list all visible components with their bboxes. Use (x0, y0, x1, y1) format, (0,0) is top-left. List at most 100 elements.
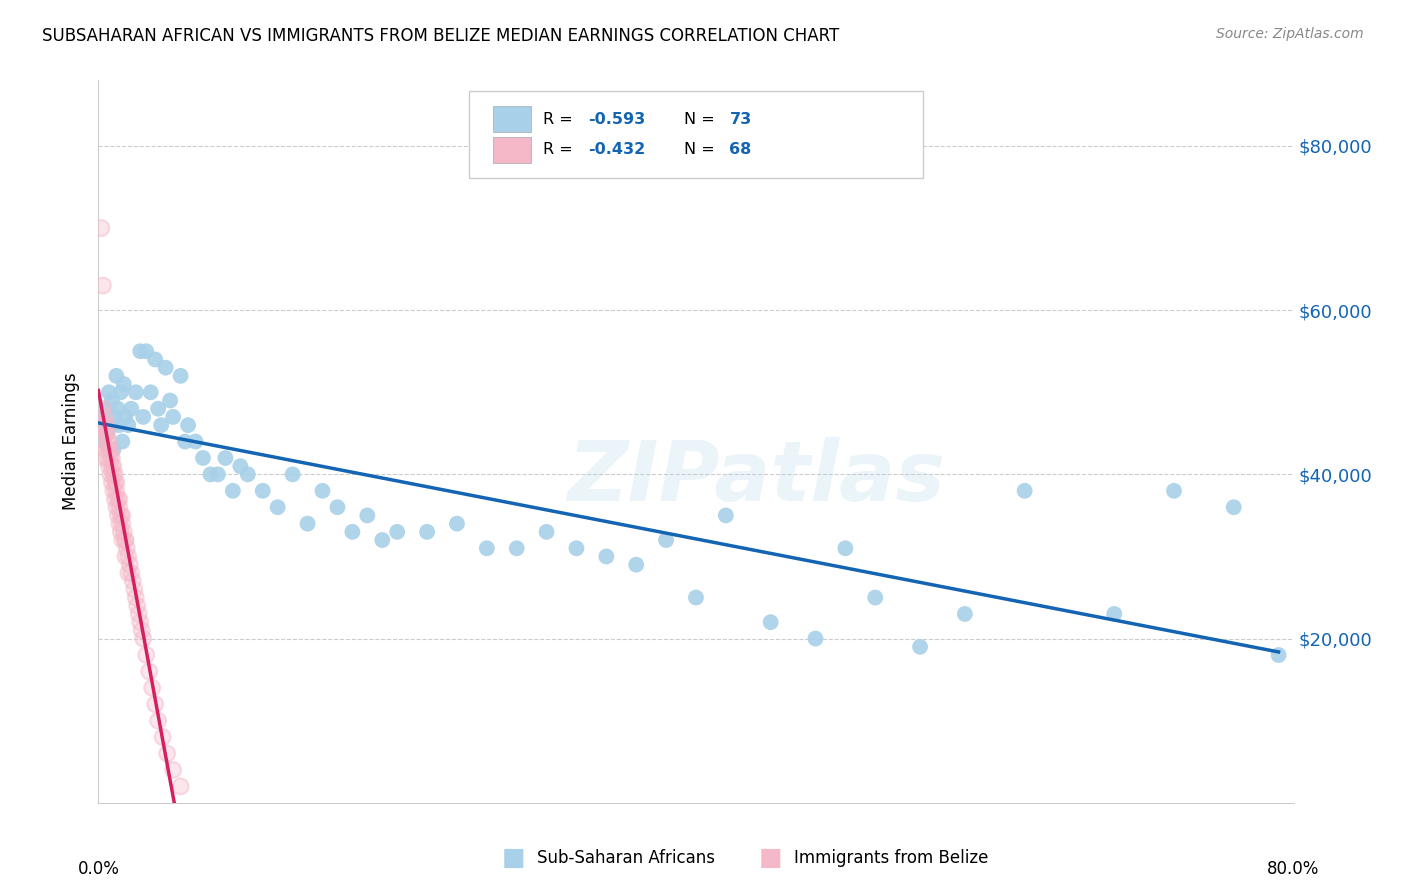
Point (111, 516, 134, 531)
Point (121, 574, 143, 588)
Point (112, 524, 135, 539)
Point (214, 450, 236, 465)
Point (114, 409, 136, 424)
Point (94, 442, 117, 457)
Point (169, 780, 191, 794)
Point (148, 714, 170, 728)
Point (110, 385, 132, 400)
FancyBboxPatch shape (494, 137, 531, 163)
Point (108, 516, 131, 531)
Point (97, 434, 120, 449)
Point (111, 516, 134, 531)
Point (103, 483, 125, 498)
Point (148, 401, 170, 416)
Point (117, 549, 139, 564)
Point (714, 508, 737, 523)
Point (98, 450, 122, 465)
Point (97, 434, 120, 449)
Point (108, 418, 131, 433)
Point (141, 681, 163, 695)
Point (93, 434, 115, 449)
Point (685, 591, 707, 605)
Point (98, 467, 122, 482)
Point (110, 524, 132, 539)
Point (97, 459, 120, 474)
Point (97, 459, 120, 474)
Point (152, 730, 174, 744)
Point (90, 221, 112, 235)
Point (98, 467, 122, 482)
Point (104, 409, 127, 424)
Point (124, 582, 146, 597)
Point (138, 665, 160, 679)
Point (356, 508, 378, 523)
Point (101, 450, 124, 465)
Point (103, 467, 125, 482)
Point (93, 450, 115, 465)
Point (117, 566, 139, 580)
Point (1104, 607, 1126, 621)
Point (159, 393, 181, 408)
Point (107, 508, 129, 523)
Point (93, 409, 115, 424)
Point (1163, 483, 1185, 498)
Point (90, 418, 112, 433)
Point (114, 533, 136, 547)
Point (124, 582, 146, 597)
Point (98, 450, 122, 465)
Point (94, 426, 117, 441)
Point (104, 475, 127, 490)
Point (342, 524, 364, 539)
Point (162, 409, 184, 424)
Point (120, 401, 142, 416)
Point (236, 467, 259, 482)
Point (536, 524, 558, 539)
Point (222, 483, 245, 498)
Point (108, 500, 131, 515)
Point (93, 418, 115, 433)
Point (93, 450, 115, 465)
Point (1223, 500, 1246, 515)
Point (229, 459, 252, 474)
Point (112, 377, 135, 392)
Point (105, 483, 128, 498)
Point (865, 591, 887, 605)
Point (98, 418, 122, 433)
FancyBboxPatch shape (470, 91, 922, 178)
Point (104, 467, 127, 482)
Text: ■: ■ (502, 847, 524, 870)
Point (132, 409, 155, 424)
Point (297, 516, 319, 531)
Text: Sub-Saharan Africans: Sub-Saharan Africans (537, 849, 716, 867)
Point (834, 541, 856, 556)
Point (129, 344, 152, 359)
Point (281, 467, 304, 482)
Point (371, 533, 394, 547)
Point (114, 533, 136, 547)
Point (111, 533, 134, 547)
Text: 73: 73 (730, 112, 752, 127)
Point (103, 483, 125, 498)
Point (114, 533, 136, 547)
Point (104, 491, 127, 506)
Point (111, 508, 134, 523)
Point (150, 418, 173, 433)
Point (139, 385, 162, 400)
Point (162, 763, 184, 777)
Point (416, 524, 439, 539)
Point (155, 360, 177, 375)
Point (114, 549, 136, 564)
Text: ■: ■ (759, 847, 782, 870)
Point (107, 508, 129, 523)
Point (135, 648, 157, 662)
Point (91, 409, 114, 424)
Point (595, 549, 617, 564)
Point (94, 418, 117, 433)
Point (267, 500, 290, 515)
Point (117, 549, 139, 564)
Point (105, 500, 128, 515)
Text: 80.0%: 80.0% (1267, 860, 1320, 879)
Point (91, 401, 114, 416)
Point (125, 591, 148, 605)
Point (101, 450, 124, 465)
